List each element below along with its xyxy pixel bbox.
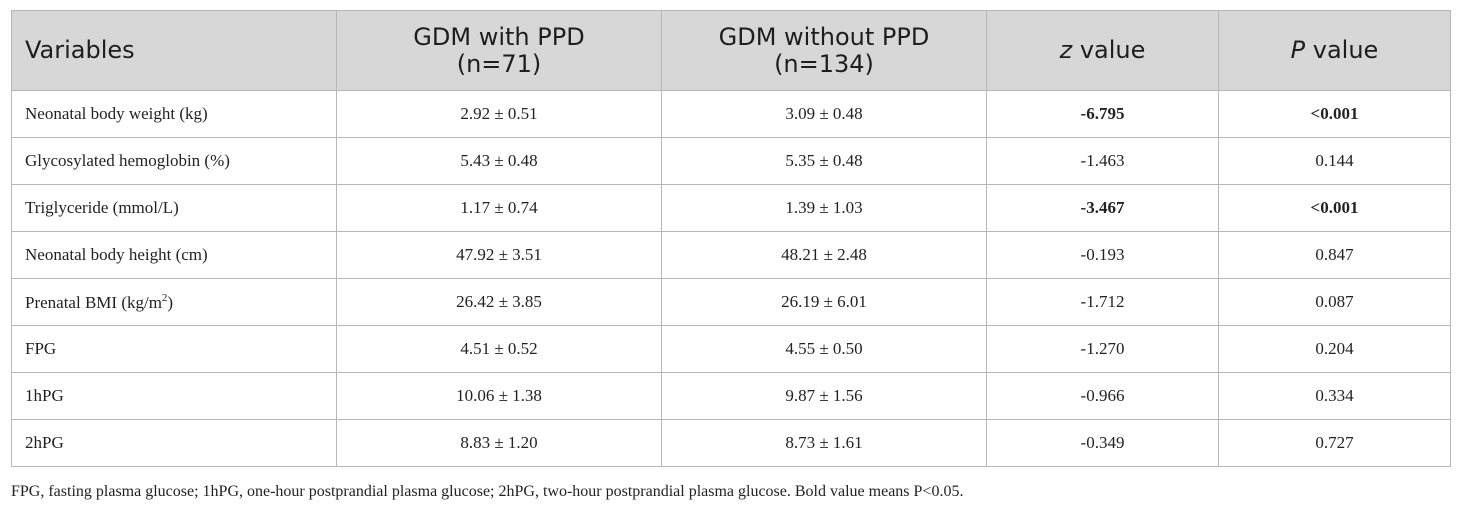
cell-variable: 1hPG [11, 372, 337, 420]
header-gdm-without-ppd-line2: (n=134) [774, 49, 874, 78]
cell-z-value: -0.349 [986, 419, 1219, 467]
header-p-value: P value [1218, 10, 1451, 91]
cell-p-value: <0.001 [1218, 184, 1451, 232]
table-row: Triglyceride (mmol/L) 1.17 ± 0.74 1.39 ±… [11, 184, 1451, 232]
table-row: FPG 4.51 ± 0.52 4.55 ± 0.50 -1.270 0.204 [11, 325, 1451, 373]
cell-with-ppd: 26.42 ± 3.85 [336, 278, 662, 326]
cell-z-value: -0.193 [986, 231, 1219, 279]
cell-p-value: 0.204 [1218, 325, 1451, 373]
cell-without-ppd: 5.35 ± 0.48 [661, 137, 987, 185]
cell-p-value: 0.144 [1218, 137, 1451, 185]
header-gdm-with-ppd: GDM with PPD (n=71) [336, 10, 662, 91]
cell-z-value: -1.463 [986, 137, 1219, 185]
header-p-italic: P [1290, 36, 1306, 64]
cell-variable-superscript: 2 [161, 291, 168, 304]
cell-variable: FPG [11, 325, 337, 373]
cell-z-value: -1.712 [986, 278, 1219, 326]
cell-variable: Neonatal body weight (kg) [11, 90, 337, 138]
cell-with-ppd: 8.83 ± 1.20 [336, 419, 662, 467]
cell-z-value: -3.467 [986, 184, 1219, 232]
header-variables: Variables [11, 10, 337, 91]
table-row: Glycosylated hemoglobin (%) 5.43 ± 0.48 … [11, 137, 1451, 185]
cell-variable: Glycosylated hemoglobin (%) [11, 137, 337, 185]
table-container: Variables GDM with PPD (n=71) GDM withou… [11, 10, 1451, 467]
table-row: Prenatal BMI (kg/m2) 26.42 ± 3.85 26.19 … [11, 278, 1451, 326]
header-gdm-without-ppd-line1: GDM without PPD [718, 22, 930, 51]
header-row: Variables GDM with PPD (n=71) GDM withou… [11, 10, 1451, 91]
cell-without-ppd: 1.39 ± 1.03 [661, 184, 987, 232]
cell-variable: Prenatal BMI (kg/m2) [11, 278, 337, 326]
cell-with-ppd: 47.92 ± 3.51 [336, 231, 662, 279]
table-row: Neonatal body weight (kg) 2.92 ± 0.51 3.… [11, 90, 1451, 138]
cell-without-ppd: 48.21 ± 2.48 [661, 231, 987, 279]
cell-p-value: <0.001 [1218, 90, 1451, 138]
header-gdm-without-ppd: GDM without PPD (n=134) [661, 10, 987, 91]
header-z-value: z value [986, 10, 1219, 91]
cell-without-ppd: 26.19 ± 6.01 [661, 278, 987, 326]
cell-z-value: -0.966 [986, 372, 1219, 420]
table-body: Neonatal body weight (kg) 2.92 ± 0.51 3.… [11, 90, 1451, 467]
cell-p-value: 0.334 [1218, 372, 1451, 420]
cell-p-value: 0.847 [1218, 231, 1451, 279]
table-footnote: FPG, fasting plasma glucose; 1hPG, one-h… [11, 483, 964, 500]
cell-variable-prefix: Prenatal BMI (kg/m [25, 292, 162, 312]
header-z-italic: z [1059, 36, 1073, 64]
cell-without-ppd: 3.09 ± 0.48 [661, 90, 987, 138]
cell-z-value: -6.795 [986, 90, 1219, 138]
cell-variable: 2hPG [11, 419, 337, 467]
header-gdm-with-ppd-line1: GDM with PPD [413, 22, 585, 51]
cell-variable-suffix: ) [167, 292, 174, 312]
header-z-rest: value [1072, 36, 1146, 64]
cell-p-value: 0.087 [1218, 278, 1451, 326]
header-gdm-with-ppd-line2: (n=71) [456, 49, 542, 78]
cell-with-ppd: 2.92 ± 0.51 [336, 90, 662, 138]
header-p-rest: value [1305, 36, 1379, 64]
table-row: 1hPG 10.06 ± 1.38 9.87 ± 1.56 -0.966 0.3… [11, 372, 1451, 420]
cell-with-ppd: 10.06 ± 1.38 [336, 372, 662, 420]
cell-without-ppd: 8.73 ± 1.61 [661, 419, 987, 467]
cell-z-value: -1.270 [986, 325, 1219, 373]
cell-p-value: 0.727 [1218, 419, 1451, 467]
table-row: 2hPG 8.83 ± 1.20 8.73 ± 1.61 -0.349 0.72… [11, 419, 1451, 467]
header-variables-label: Variables [25, 36, 135, 64]
cell-without-ppd: 4.55 ± 0.50 [661, 325, 987, 373]
cell-with-ppd: 5.43 ± 0.48 [336, 137, 662, 185]
cell-with-ppd: 4.51 ± 0.52 [336, 325, 662, 373]
data-table: Variables GDM with PPD (n=71) GDM withou… [11, 10, 1451, 467]
table-header: Variables GDM with PPD (n=71) GDM withou… [11, 10, 1451, 91]
cell-without-ppd: 9.87 ± 1.56 [661, 372, 987, 420]
cell-with-ppd: 1.17 ± 0.74 [336, 184, 662, 232]
cell-variable: Triglyceride (mmol/L) [11, 184, 337, 232]
cell-variable: Neonatal body height (cm) [11, 231, 337, 279]
table-row: Neonatal body height (cm) 47.92 ± 3.51 4… [11, 231, 1451, 279]
